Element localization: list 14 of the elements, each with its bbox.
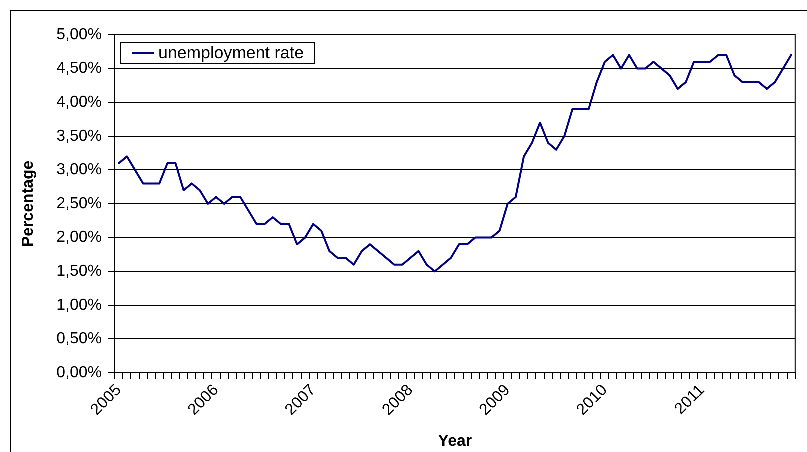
y-tick-label: 1,00% xyxy=(56,296,102,314)
legend-label: unemployment rate xyxy=(158,44,304,63)
y-tick-label: 2,50% xyxy=(56,195,102,212)
y-tick-label: 5,00% xyxy=(56,26,102,44)
y-tick-label: 0,00% xyxy=(56,364,102,382)
y-tick-label: 4,00% xyxy=(56,94,102,112)
y-tick-label: 3,50% xyxy=(56,128,102,145)
y-tick-label: 1,50% xyxy=(56,263,102,280)
y-axis-title: Percentage xyxy=(20,160,38,248)
y-tick-label: 3,00% xyxy=(56,162,102,179)
y-tick-label: 2,00% xyxy=(56,229,102,246)
y-tick-label: 4,50% xyxy=(56,60,102,78)
x-axis-title: Year xyxy=(438,432,472,450)
y-tick-label: 0,50% xyxy=(56,330,102,348)
